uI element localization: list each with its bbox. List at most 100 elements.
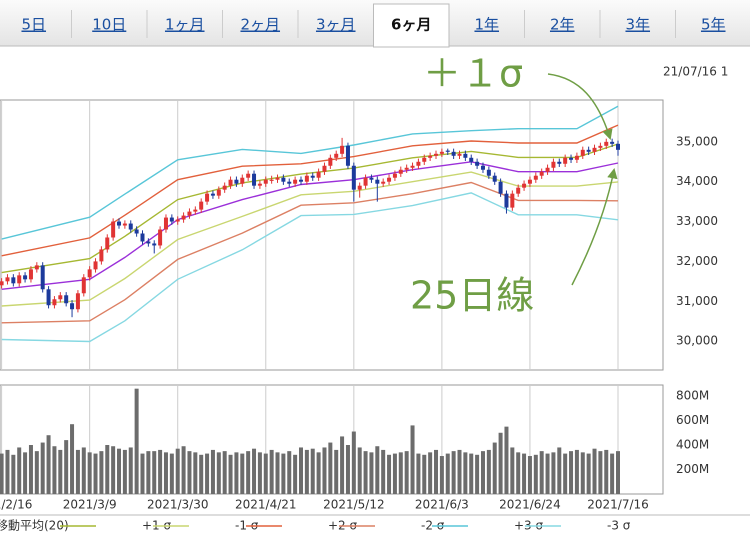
candle-body xyxy=(545,167,550,172)
volume-bar xyxy=(252,448,257,494)
tab[interactable]: 2ヶ月 xyxy=(222,10,281,38)
volume-bar xyxy=(316,452,321,494)
candle-body xyxy=(310,175,315,178)
tab[interactable]: 5年 xyxy=(675,10,726,38)
tab[interactable]: 1ヶ月 xyxy=(146,10,205,38)
candle-body xyxy=(604,141,609,146)
timestamp: 21/07/16 1 xyxy=(663,65,728,79)
volume-bar xyxy=(522,453,527,494)
volume-bar xyxy=(492,442,497,494)
tab[interactable]: 10日 xyxy=(71,10,127,38)
volume-bar xyxy=(0,453,4,494)
volume-bar xyxy=(87,452,92,494)
candle-body xyxy=(275,177,280,180)
volume-bar xyxy=(563,453,568,494)
volume-bar xyxy=(328,442,333,494)
candle-body xyxy=(169,217,174,222)
band-line xyxy=(1,105,619,240)
candle-body xyxy=(381,181,386,184)
tab[interactable]: 5日 xyxy=(21,16,46,34)
annotation: 25日線 xyxy=(410,274,534,318)
volume-tick-label: 200M xyxy=(676,462,709,476)
volume-bar xyxy=(122,449,127,494)
volume-bar xyxy=(381,449,386,494)
tab-label: 6ヶ月 xyxy=(391,16,431,34)
band-line xyxy=(1,124,619,257)
candle-body xyxy=(404,167,409,170)
candle-body xyxy=(46,289,51,306)
candle-body xyxy=(357,185,362,190)
volume-bar xyxy=(134,388,139,494)
candle-body xyxy=(387,177,392,182)
candle-body xyxy=(181,215,186,220)
volume-bar xyxy=(93,453,98,494)
candle-body xyxy=(334,153,339,158)
annotation-arrow xyxy=(571,167,618,286)
volume-bar xyxy=(510,447,515,494)
candle-body xyxy=(175,219,180,222)
candle-body xyxy=(58,295,63,300)
tab[interactable]: 6ヶ月 xyxy=(373,3,450,48)
candle-body xyxy=(210,193,215,196)
candle-body xyxy=(527,179,532,184)
x-tick-label: 2021/2/16 xyxy=(0,498,32,512)
volume-bar xyxy=(152,451,157,494)
volume-bar xyxy=(539,451,544,494)
candle-body xyxy=(117,221,122,226)
volume-bar xyxy=(99,451,104,494)
volume-bar xyxy=(81,447,86,494)
candle-body xyxy=(486,169,491,176)
tab[interactable]: 1年 xyxy=(474,16,499,34)
volume-bar xyxy=(480,451,485,494)
volume-bar xyxy=(363,451,368,494)
candle-body xyxy=(222,185,227,190)
tab-label: 5年 xyxy=(701,16,726,34)
volume-bar xyxy=(5,449,10,494)
candle-body xyxy=(5,277,10,282)
candle-body xyxy=(510,193,515,208)
candle-body xyxy=(40,265,45,290)
candle-body xyxy=(81,277,86,294)
candle-body xyxy=(551,161,556,168)
y-tick-label: 32,000 xyxy=(676,254,718,268)
volume-bar xyxy=(58,449,63,494)
volume-bar xyxy=(586,453,591,494)
candle-body xyxy=(257,183,262,186)
candle-body xyxy=(422,157,427,162)
volume-bar xyxy=(404,451,409,494)
candle-body xyxy=(340,145,345,154)
tab-label: 3年 xyxy=(625,16,650,34)
tab-label: 3ヶ月 xyxy=(316,16,356,34)
candle-body xyxy=(163,217,168,230)
tab[interactable]: 3年 xyxy=(599,10,650,38)
volume-tick-label: 800M xyxy=(676,389,709,403)
volume-bar xyxy=(240,453,245,494)
tab[interactable]: 2年 xyxy=(524,10,575,38)
x-tick-label: 2021/5/12 xyxy=(323,498,385,512)
volume-bar xyxy=(392,453,397,494)
candle-body xyxy=(316,171,321,178)
candle-body xyxy=(298,179,303,182)
tab[interactable]: 3ヶ月 xyxy=(297,10,356,38)
candle-body xyxy=(140,233,145,242)
candle-body xyxy=(64,295,69,304)
candle-body xyxy=(28,269,33,280)
tab-label: 5日 xyxy=(21,16,46,34)
volume-bar xyxy=(163,452,168,494)
volume-bar xyxy=(269,449,274,494)
annotation-arrow xyxy=(547,73,613,141)
band-line xyxy=(1,192,619,343)
x-tick-label: 2021/6/3 xyxy=(415,498,469,512)
candle-body xyxy=(228,179,233,186)
volume-bar xyxy=(128,447,133,494)
volume-bar xyxy=(387,454,392,494)
volume-bar xyxy=(169,453,174,494)
volume-bar xyxy=(287,451,292,494)
candle-body xyxy=(187,211,192,216)
candle-body xyxy=(392,173,397,178)
candle-body xyxy=(304,175,309,182)
volume-bar xyxy=(234,452,239,494)
candle-body xyxy=(363,177,368,186)
candle-body xyxy=(87,269,92,278)
